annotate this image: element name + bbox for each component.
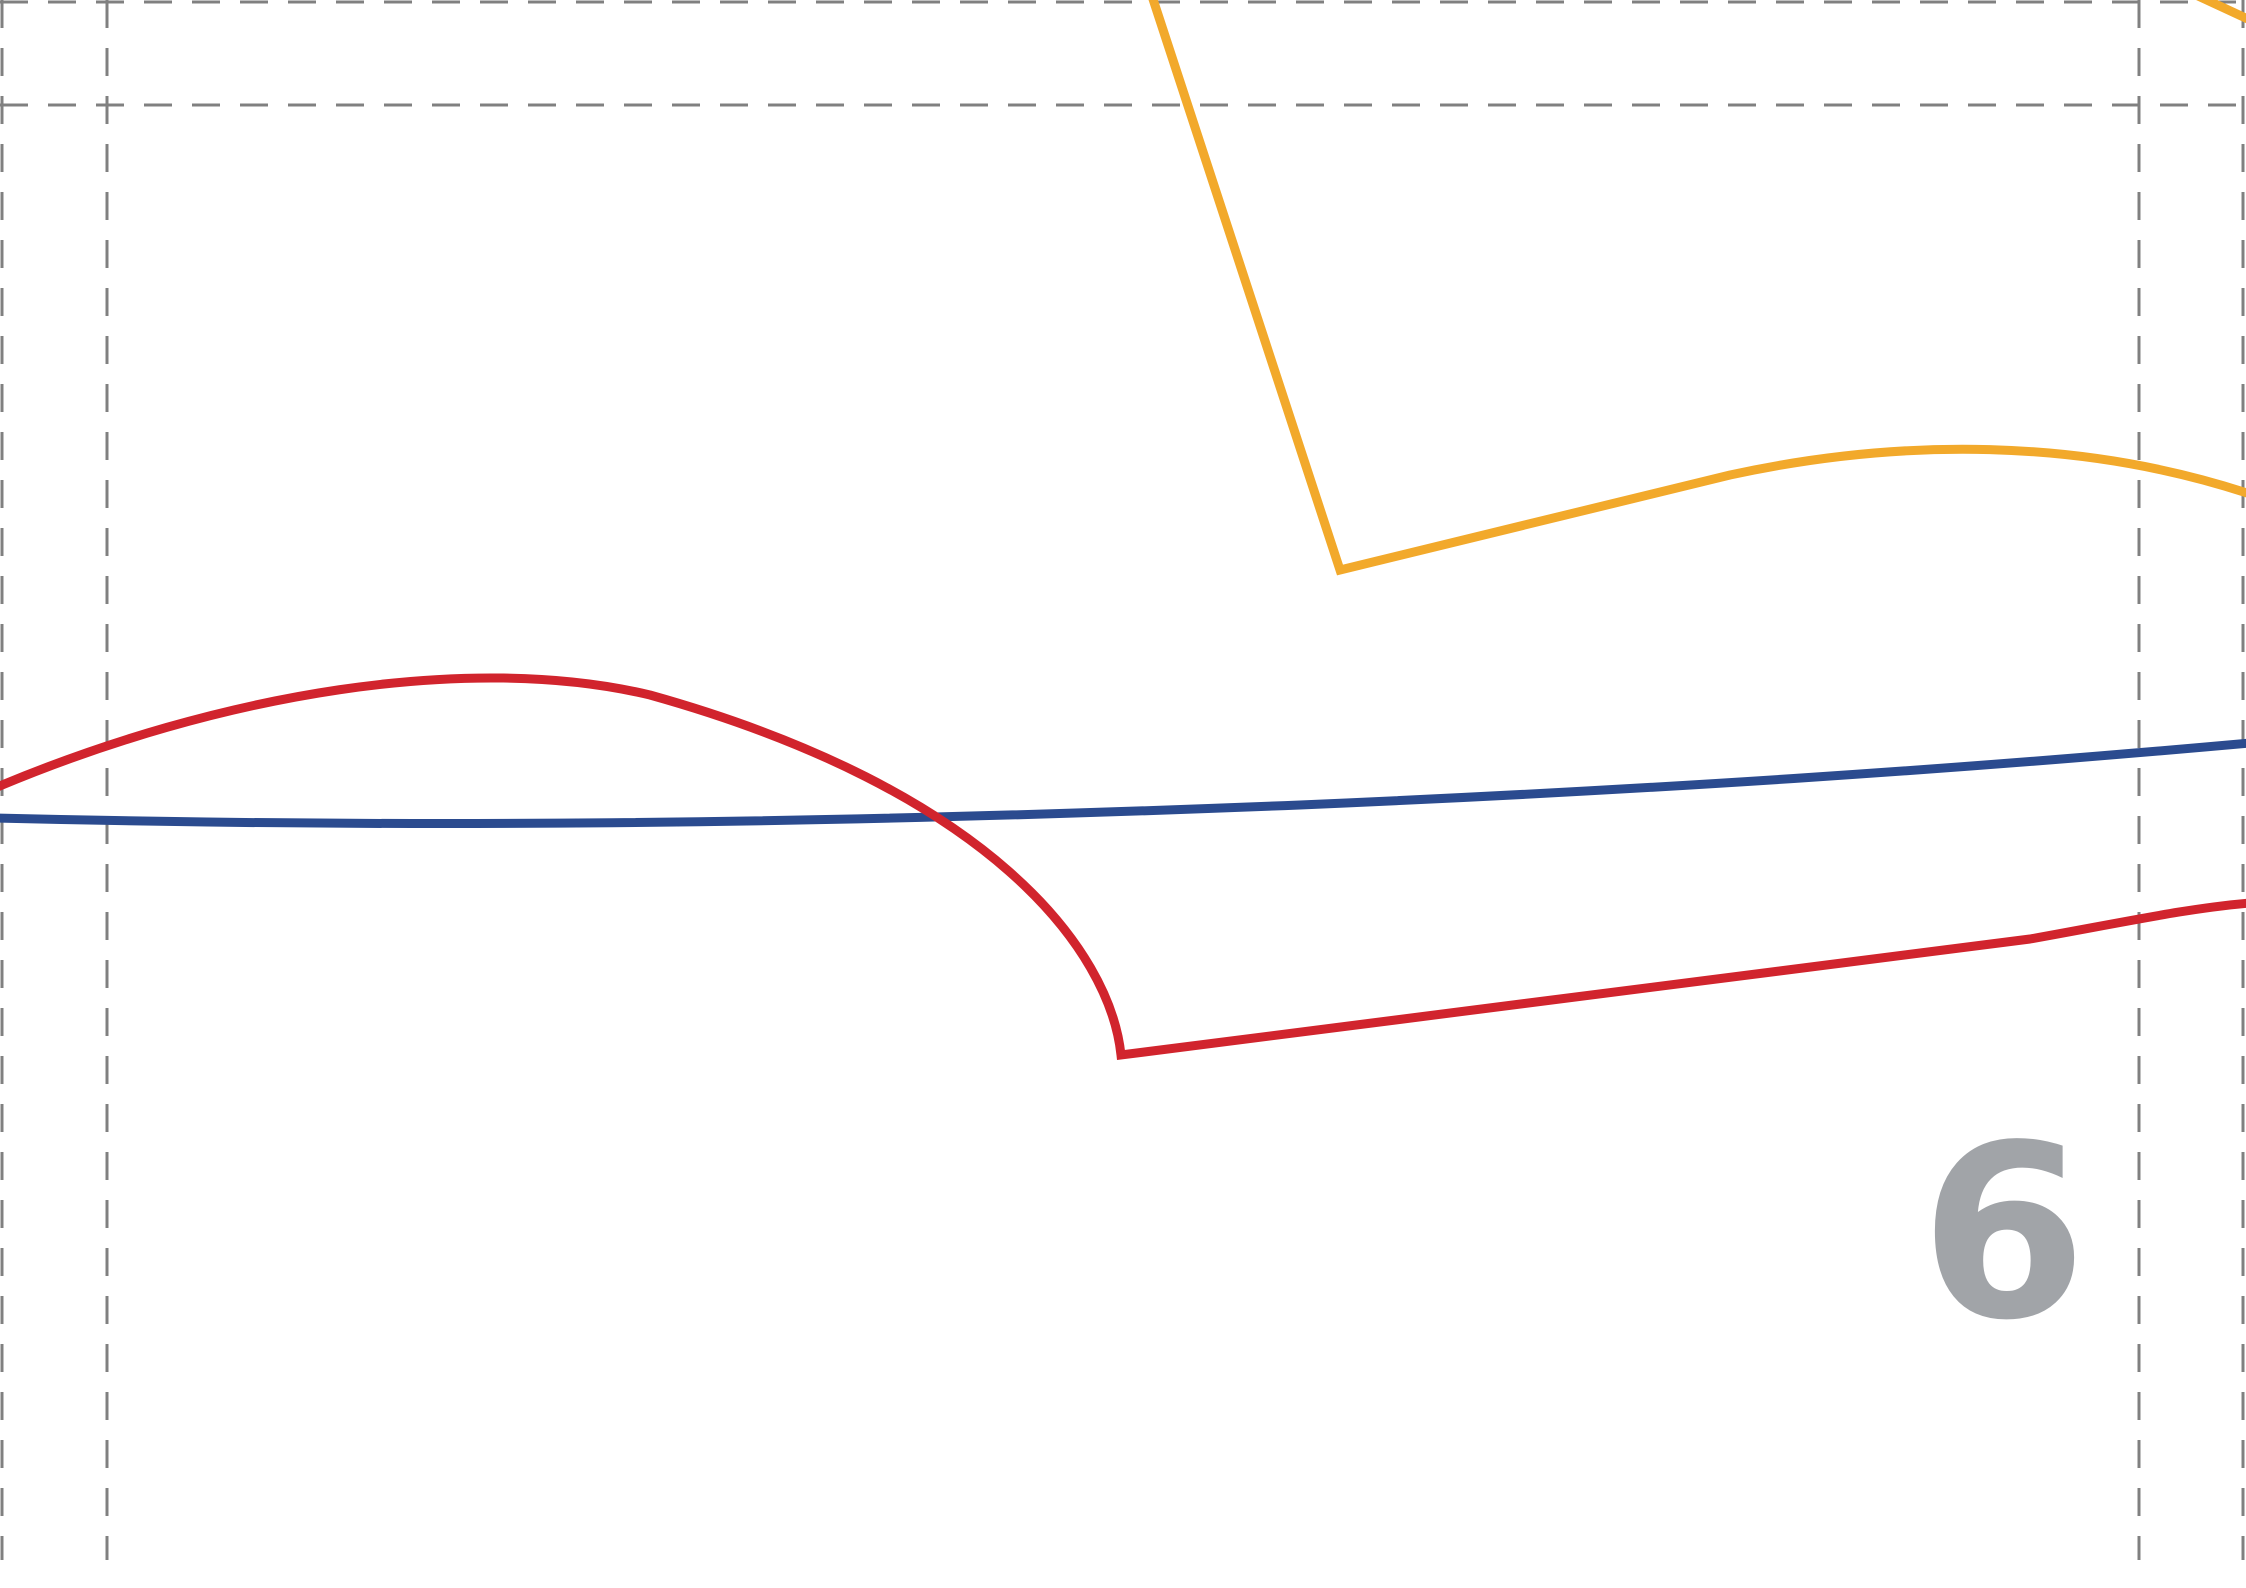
series-line-orange-top-right — [2196, 0, 2246, 20]
series-line-red — [0, 678, 2246, 1055]
series-group — [0, 0, 2246, 1055]
series-line-orange — [1150, 0, 2246, 570]
panel-label: 6 — [1920, 1093, 2087, 1373]
series-line-blue — [0, 743, 2246, 824]
